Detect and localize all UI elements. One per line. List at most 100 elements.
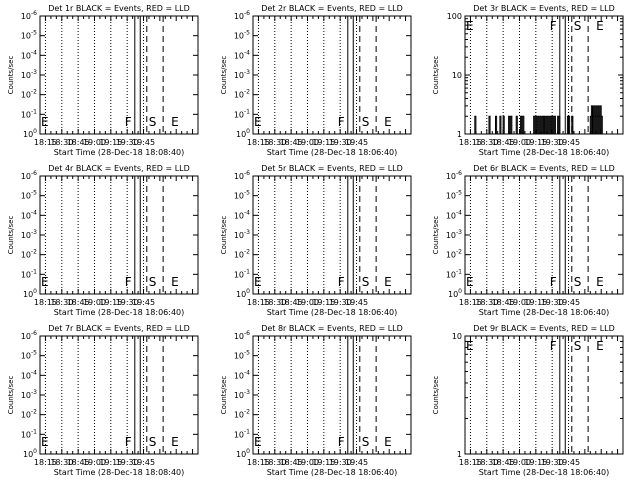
y-tick-label: 10-5 bbox=[21, 30, 37, 41]
x-axis-label: Start Time (28-Dec-18 18:06:40) bbox=[267, 308, 398, 317]
x-tick-label: 18:45 bbox=[492, 138, 515, 147]
y-tick-label: 10-4 bbox=[21, 369, 37, 380]
x-axis-label: Start Time (28-Dec-18 18:06:40) bbox=[54, 308, 185, 317]
x-tick-label: 18:15 bbox=[247, 298, 270, 307]
y-tick-label: 10-4 bbox=[21, 49, 37, 60]
x-tick-label: 19:15 bbox=[524, 458, 547, 467]
x-tick-label: 19:00 bbox=[508, 138, 531, 147]
y-tick-label: 10-1 bbox=[21, 428, 37, 439]
x-tick-label: 19:15 bbox=[524, 138, 547, 147]
y-tick-label: 10-6 bbox=[21, 330, 37, 341]
x-axis-label: Start Time (28-Dec-18 18:06:40) bbox=[479, 148, 610, 157]
marker-label-f: F bbox=[125, 435, 132, 449]
x-tick-label: 18:15 bbox=[34, 138, 57, 147]
x-tick-label: 19:45 bbox=[345, 458, 368, 467]
x-tick-label: 19:30 bbox=[329, 298, 352, 307]
y-tick-label: 10-6 bbox=[234, 330, 250, 341]
x-tick-label: 19:15 bbox=[524, 298, 547, 307]
y-tick-label: 10-5 bbox=[234, 190, 250, 201]
marker-label-s: S bbox=[362, 435, 370, 449]
y-tick-label: 10-4 bbox=[21, 209, 37, 220]
marker-label-e-right: E bbox=[384, 115, 392, 129]
y-tick-label: 100 bbox=[448, 288, 462, 299]
y-tick-label: 10-2 bbox=[234, 249, 250, 260]
x-tick-label: 19:30 bbox=[116, 458, 139, 467]
x-tick-label: 18:45 bbox=[67, 138, 90, 147]
panel-title: Det 3r BLACK = Events, RED = LLD bbox=[473, 4, 615, 13]
y-tick-label: 10-3 bbox=[446, 229, 462, 240]
x-tick-label: 18:45 bbox=[492, 298, 515, 307]
y-tick-label: 10-1 bbox=[234, 108, 250, 119]
marker-label-e-left: E bbox=[41, 435, 49, 449]
y-axis-label: Counts/sec bbox=[220, 56, 228, 95]
y-tick-label: 10-2 bbox=[446, 249, 462, 260]
y-tick-label: 10-3 bbox=[234, 229, 250, 240]
x-tick-label: 19:15 bbox=[312, 458, 335, 467]
x-axis-label: Start Time (28-Dec-18 18:06:40) bbox=[267, 468, 398, 477]
x-tick-label: 19:00 bbox=[296, 458, 319, 467]
marker-label-e-right: E bbox=[171, 435, 179, 449]
x-tick-label: 19:00 bbox=[296, 138, 319, 147]
y-axis-label: Counts/sec bbox=[432, 216, 440, 255]
marker-label-e-left: E bbox=[466, 339, 474, 353]
x-tick-label: 19:45 bbox=[345, 298, 368, 307]
y-tick-label: 10-1 bbox=[234, 268, 250, 279]
x-tick-label: 19:00 bbox=[296, 298, 319, 307]
x-axis-label: Start Time (28-Dec-18 18:06:40) bbox=[479, 308, 610, 317]
marker-label-s: S bbox=[574, 275, 582, 289]
y-tick-label: 10-5 bbox=[21, 350, 37, 361]
panel-title: Det 9r BLACK = Events, RED = LLD bbox=[473, 324, 615, 333]
marker-label-e-right: E bbox=[171, 275, 179, 289]
x-tick-label: 18:15 bbox=[247, 458, 270, 467]
x-tick-label: 19:30 bbox=[541, 298, 564, 307]
panel-det-3: Det 3r BLACK = Events, RED = LLD 1 10 100 Co… bbox=[432, 4, 624, 157]
y-tick-label: 10-3 bbox=[21, 389, 37, 400]
y-tick-label: 1 bbox=[457, 450, 462, 459]
x-tick-label: 19:45 bbox=[345, 138, 368, 147]
y-tick-label: 10-3 bbox=[21, 229, 37, 240]
panel-det-7: Det 7r BLACK = Events, RED = LLD 100 10-1 1… bbox=[7, 324, 199, 477]
y-tick-label: 10-3 bbox=[234, 69, 250, 80]
marker-label-e-left: E bbox=[466, 275, 474, 289]
y-tick-label: 10-3 bbox=[234, 389, 250, 400]
y-tick-label: 100 bbox=[23, 288, 37, 299]
panel-title: Det 4r BLACK = Events, RED = LLD bbox=[48, 164, 190, 173]
y-axis-label: Counts/sec bbox=[7, 376, 15, 415]
panel-title: Det 8r BLACK = Events, RED = LLD bbox=[261, 324, 403, 333]
y-tick-label: 10-5 bbox=[446, 190, 462, 201]
marker-label-s: S bbox=[149, 435, 157, 449]
marker-label-f: F bbox=[338, 435, 345, 449]
x-tick-label: 18:30 bbox=[475, 458, 498, 467]
y-axis-label: Counts/sec bbox=[432, 376, 440, 415]
y-tick-label: 10-5 bbox=[234, 350, 250, 361]
x-tick-label: 18:45 bbox=[280, 458, 303, 467]
y-tick-label: 10-1 bbox=[21, 268, 37, 279]
y-tick-label: 10-1 bbox=[446, 268, 462, 279]
y-tick-label: 10-6 bbox=[234, 10, 250, 21]
x-tick-label: 18:45 bbox=[67, 298, 90, 307]
marker-label-e-left: E bbox=[41, 275, 49, 289]
panel-title: Det 1r BLACK = Events, RED = LLD bbox=[48, 4, 190, 13]
x-tick-label: 18:30 bbox=[263, 458, 286, 467]
x-tick-label: 18:30 bbox=[263, 298, 286, 307]
marker-label-s: S bbox=[574, 339, 582, 353]
marker-label-s: S bbox=[362, 275, 370, 289]
y-tick-label: 10 bbox=[452, 71, 462, 80]
y-axis-label: Counts/sec bbox=[7, 56, 15, 95]
y-tick-label: 10-1 bbox=[21, 108, 37, 119]
panel-title: Det 6r BLACK = Events, RED = LLD bbox=[473, 164, 615, 173]
x-tick-label: 19:00 bbox=[508, 458, 531, 467]
y-tick-label: 10-6 bbox=[21, 10, 37, 21]
y-tick-label: 100 bbox=[23, 128, 37, 139]
x-tick-label: 19:45 bbox=[132, 298, 155, 307]
marker-label-e-left: E bbox=[466, 19, 474, 33]
y-tick-label: 10-3 bbox=[21, 69, 37, 80]
marker-label-s: S bbox=[362, 115, 370, 129]
x-tick-label: 18:15 bbox=[34, 298, 57, 307]
x-tick-label: 19:30 bbox=[116, 138, 139, 147]
marker-label-f: F bbox=[338, 275, 345, 289]
y-tick-label: 10-2 bbox=[234, 89, 250, 100]
y-tick-label: 10-1 bbox=[234, 428, 250, 439]
y-tick-label: 10-2 bbox=[21, 89, 37, 100]
